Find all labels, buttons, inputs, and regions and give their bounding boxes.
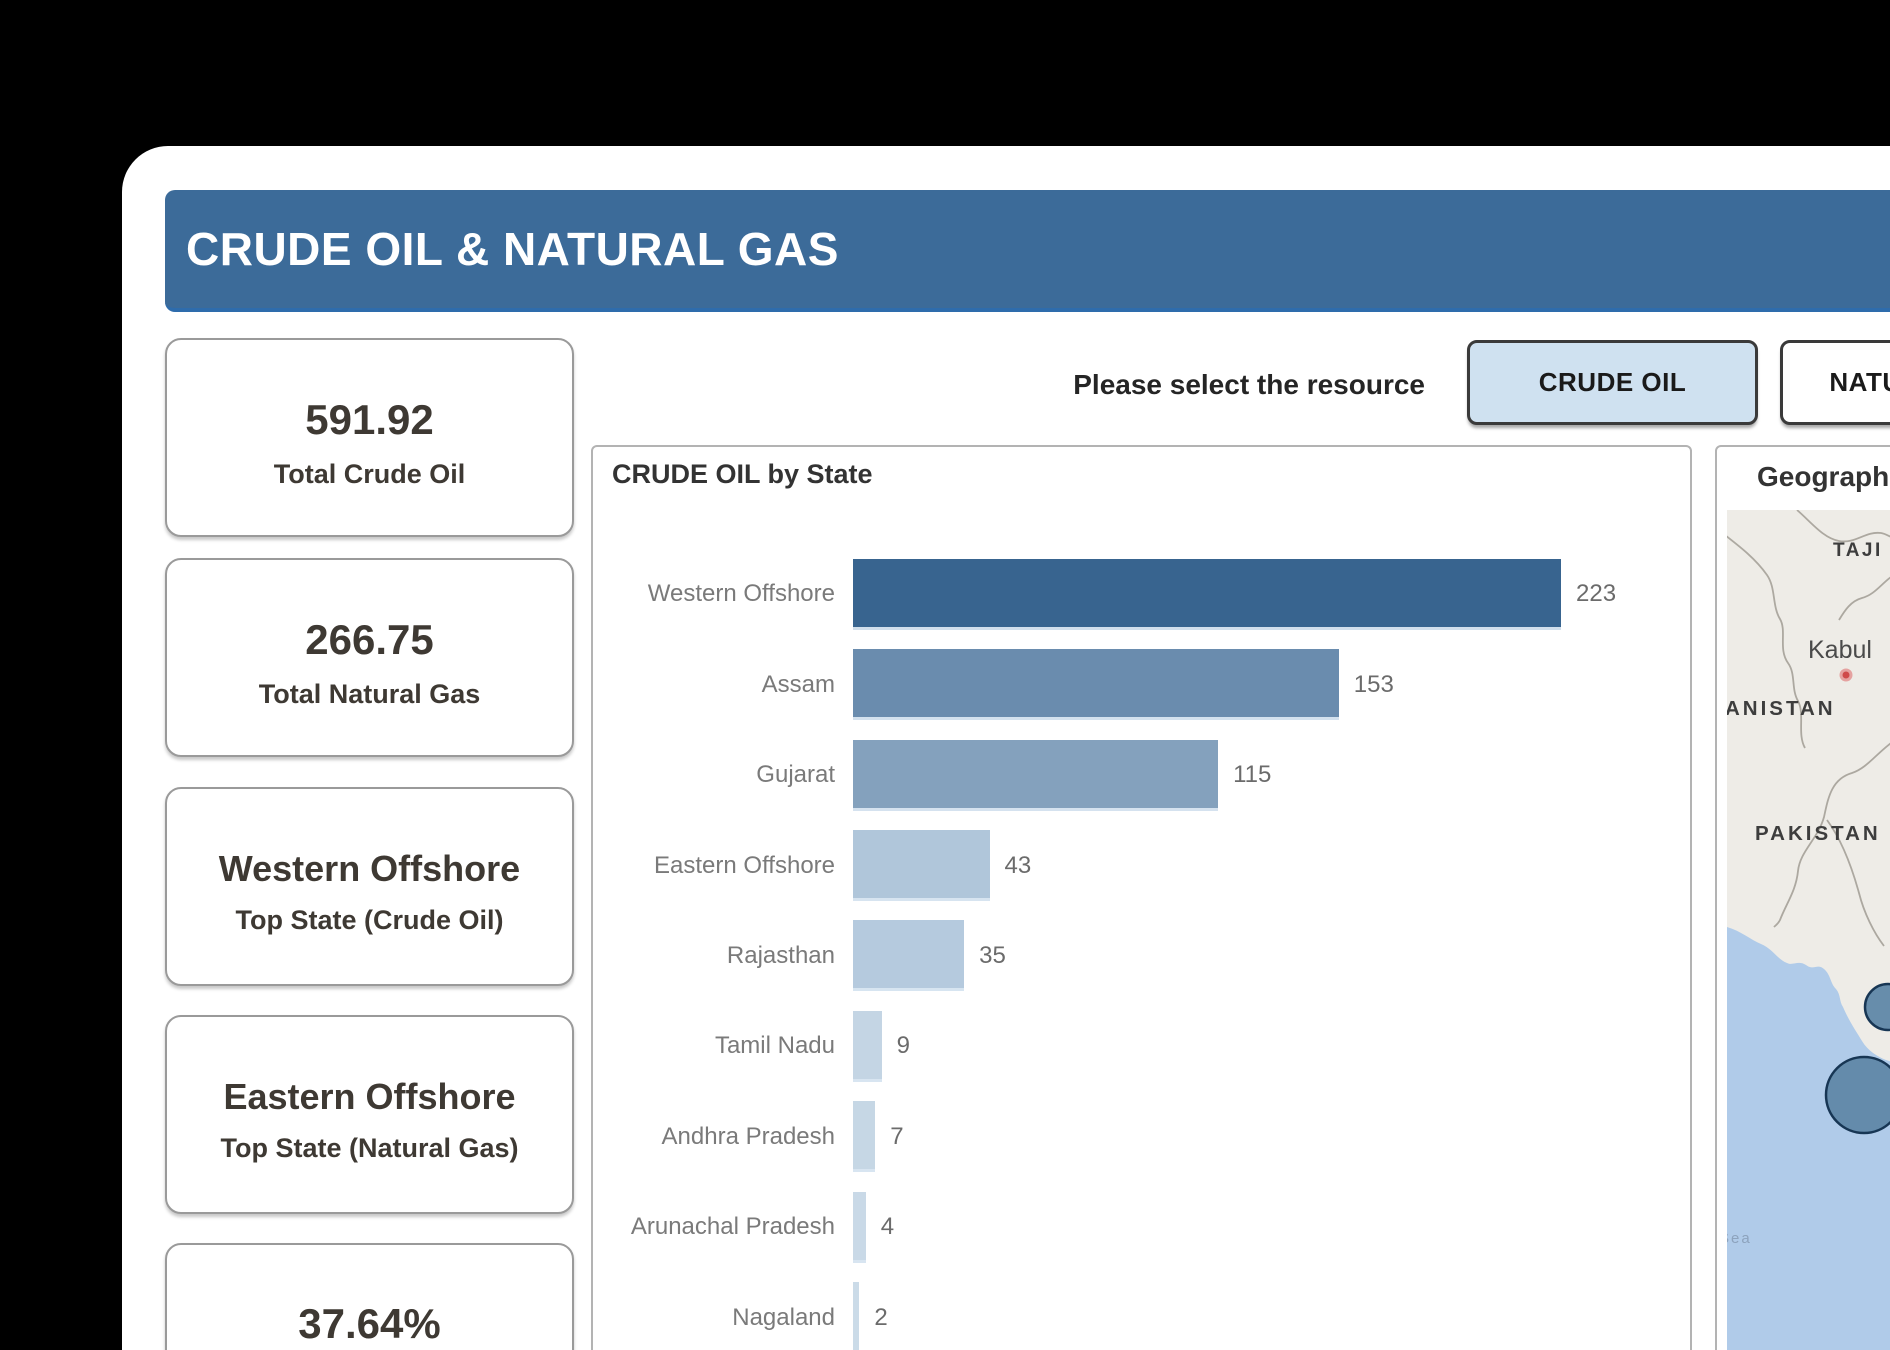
resource-prompt-label: Please select the resource [1073,369,1425,400]
bar-segment[interactable] [853,739,1219,811]
sea-region [1727,927,1890,1350]
bar-value-label: 4 [880,1213,895,1241]
bar-row: Rajasthan 35 [593,911,1690,1001]
map-label-afghanistan: ANISTAN [1727,697,1836,720]
bar-segment[interactable] [853,1282,860,1350]
chart-title: CRUDE OIL by State [612,459,873,489]
kpi-label: Top State (Natural Gas) [220,1132,519,1163]
kpi-value: Eastern Offshore [223,1075,516,1117]
map-bubble[interactable] [1824,1055,1890,1135]
bar-category-label: Gujarat [756,761,835,789]
bar-segment[interactable] [853,830,990,902]
bar-segment[interactable] [853,1191,866,1263]
bar-value-label: 35 [979,941,1006,969]
kpi-card-percentage: 37.64% [165,1243,574,1350]
bar-row: Assam 153 [593,639,1690,729]
kpi-card-top-state-crude-oil: Western Offshore Top State (Crude Oil) [165,787,574,986]
bar-segment[interactable] [853,649,1339,721]
bar-value-label: 153 [1353,670,1394,698]
bar-row: Arunachal Pradesh 4 [593,1182,1690,1272]
map-title: Geographic [1757,461,1890,492]
bar-segment[interactable] [853,558,1561,630]
map-label-kabul: Kabul [1808,636,1872,664]
bar-category-label: Western Offshore [647,580,835,608]
bar-row: Nagaland 2 [593,1273,1690,1350]
kpi-card-total-crude-oil: 591.92 Total Crude Oil [165,338,574,537]
bar-category-label: Rajasthan [726,941,835,969]
bar-row: Tamil Nadu 9 [593,1001,1690,1091]
bar-value-label: 115 [1233,761,1272,789]
kpi-value: 37.64% [298,1300,441,1347]
bar-category-label: Andhra Pradesh [661,1122,835,1150]
map-label-pakistan: PAKISTAN [1755,822,1881,845]
bar-row: Andhra Pradesh 7 [593,1092,1690,1182]
bar-category-label: Eastern Offshore [654,851,835,879]
bar-value-label: 9 [896,1032,910,1060]
kpi-value: 591.92 [305,395,434,443]
bar-category-label: Tamil Nadu [714,1032,835,1060]
map-label-sea: Sea [1727,1230,1752,1247]
bar-row: Eastern Offshore 43 [593,820,1690,910]
bar-category-label: Arunachal Pradesh [630,1213,835,1241]
bar-segment[interactable] [853,920,965,992]
bar-value-label: 7 [890,1122,904,1150]
bar-row: Western Offshore 223 [593,549,1690,639]
map-bubble[interactable] [1863,982,1890,1032]
kpi-card-top-state-natural-gas: Eastern Offshore Top State (Natural Gas) [165,1015,574,1214]
kpi-label: Total Natural Gas [258,678,481,709]
bar-value-label: 43 [1004,851,1032,879]
dashboard-title: CRUDE OIL & NATURAL GAS [186,223,839,275]
kpi-card-total-natural-gas: 266.75 Total Natural Gas [165,558,574,757]
kpi-value: Western Offshore [218,847,521,889]
crude-oil-button[interactable]: CRUDE OIL [1467,340,1758,425]
bar-chart: Western Offshore 223 Assam 153 Gujarat 115 Eas… [593,549,1690,1350]
country-border-lines [1727,510,1890,947]
kpi-value: 266.75 [305,615,434,663]
map-canvas[interactable]: TAJI Kabul ANISTAN PAKISTAN Sea [1727,510,1890,1350]
bar-segment[interactable] [853,1101,876,1173]
dashboard-title-banner: CRUDE OIL & NATURAL GAS [165,190,1890,312]
kabul-city-dot-icon [1839,668,1853,682]
map-label-tajikistan: TAJI [1833,540,1883,561]
bar-value-label: 223 [1576,580,1617,608]
bar-category-label: Assam [761,670,835,698]
bar-row: Gujarat 115 [593,730,1690,820]
bar-segment[interactable] [853,1010,882,1082]
kpi-label: Total Crude Oil [273,458,466,489]
bar-value-label: 2 [874,1303,888,1331]
bar-category-label: Nagaland [732,1303,835,1331]
natural-gas-button[interactable]: NATURAL GAS [1780,340,1890,425]
kpi-label: Top State (Crude Oil) [235,904,504,935]
